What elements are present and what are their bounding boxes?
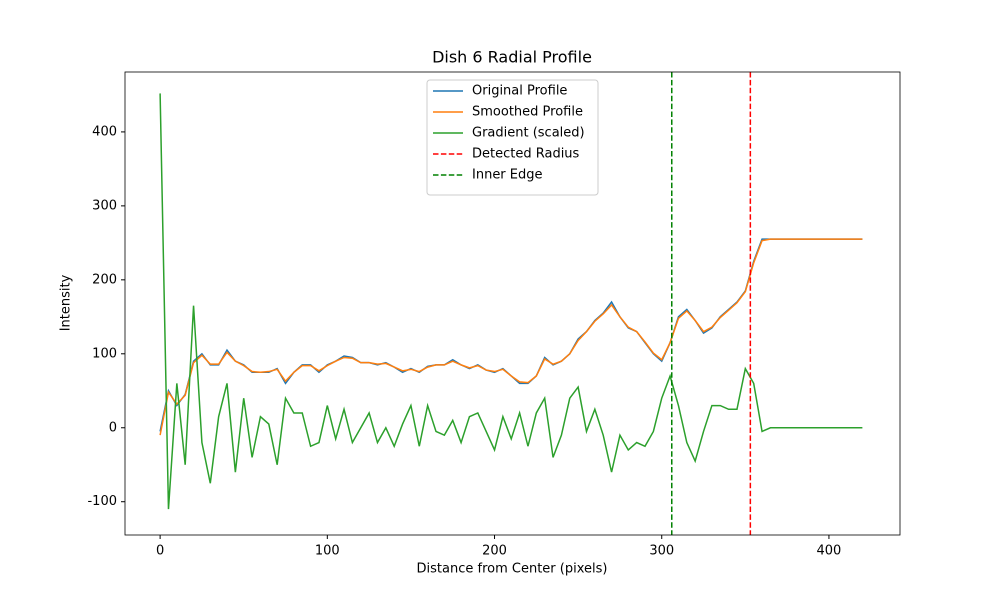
x-tick-label: 0 (156, 544, 164, 559)
y-tick-label: 0 (109, 420, 117, 435)
x-axis-label: Distance from Center (pixels) (417, 562, 608, 577)
x-tick-label: 400 (817, 544, 842, 559)
x-tick-label: 200 (482, 544, 507, 559)
y-tick-label: -100 (87, 494, 117, 509)
series-line (159, 238, 863, 436)
chart-title: Dish 6 Radial Profile (432, 48, 592, 67)
x-tick-label: 100 (315, 544, 340, 559)
y-axis-label: Intensity (59, 274, 74, 331)
plot-frame (124, 71, 901, 536)
legend-label: Original Profile (472, 84, 567, 99)
legend-label: Smoothed Profile (472, 105, 583, 120)
y-tick-label: 300 (92, 198, 117, 213)
legend-label: Detected Radius (472, 147, 580, 162)
legend-label: Gradient (scaled) (472, 126, 585, 141)
legend-label: Inner Edge (472, 168, 543, 183)
y-tick-label: 400 (92, 124, 117, 139)
y-tick-label: 200 (92, 272, 117, 287)
y-tick-label: 100 (92, 346, 117, 361)
series-line (159, 93, 863, 510)
x-tick-label: 300 (649, 544, 674, 559)
legend-box (426, 79, 599, 196)
